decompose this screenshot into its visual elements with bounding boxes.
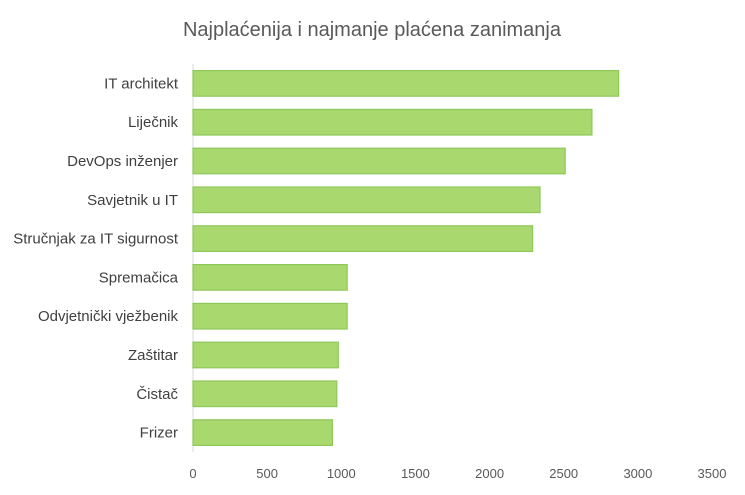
bar-1 [192, 69, 620, 97]
chart-title: Najplaćenija i najmanje plaćena zanimanj… [183, 19, 562, 41]
bar-5 [192, 225, 534, 253]
bar-4 [192, 186, 541, 214]
category-label-4: Savjetnik u IT [87, 192, 178, 209]
category-labels: IT architekt Liječnik DevOps inženjer Savje… [13, 75, 179, 441]
category-label-9: Čistač [136, 386, 178, 403]
bar-2 [192, 108, 593, 136]
category-label-6: Spremačica [99, 269, 179, 286]
tick-label-1500: 1500 [401, 466, 430, 481]
category-label-2: Liječnik [128, 114, 179, 131]
bar-8 [192, 341, 339, 369]
category-label-10: Frizer [140, 425, 178, 442]
bar-10 [192, 419, 333, 446]
category-label-7: Odvjetnički vježbenik [38, 308, 179, 325]
tick-label-3500: 3500 [698, 466, 727, 481]
bar-7 [192, 302, 348, 330]
category-label-1: IT architekt [104, 75, 179, 92]
bars-group [192, 69, 620, 446]
category-label-3: DevOps inženjer [67, 153, 178, 170]
bar-3 [192, 147, 566, 175]
tick-label-2500: 2500 [549, 466, 578, 481]
bar-6 [192, 264, 348, 291]
bar-9 [192, 380, 338, 408]
tick-label-2000: 2000 [475, 466, 504, 481]
tick-label-500: 500 [256, 466, 278, 481]
category-label-8: Zaštitar [128, 347, 178, 364]
value-axis-tick-labels: 0 500 1000 1500 2000 2500 3000 3500 [189, 466, 726, 481]
tick-label-0: 0 [189, 466, 196, 481]
category-label-5: Stručnjak za IT sigurnost [13, 231, 179, 248]
tick-label-3000: 3000 [623, 466, 652, 481]
tick-label-1000: 1000 [327, 466, 356, 481]
